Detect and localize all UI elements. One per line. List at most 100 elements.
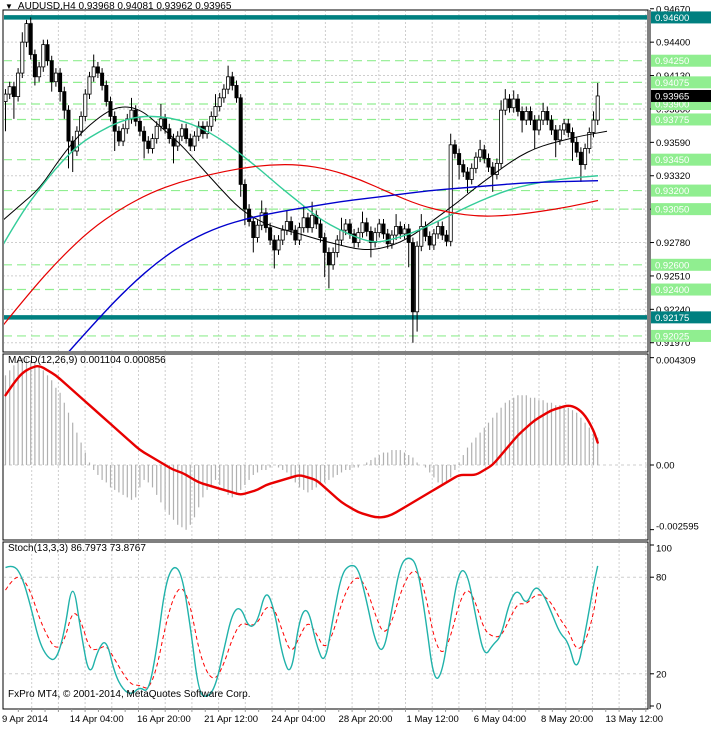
candle-body [276, 239, 281, 251]
teal-level-badge [651, 11, 711, 24]
green-level-badge [651, 153, 711, 166]
candle-body [209, 115, 214, 127]
candle-body [452, 144, 457, 154]
candle-body [444, 234, 449, 242]
candle-body [486, 158, 491, 168]
candle-body [104, 85, 109, 102]
candle-body [440, 226, 445, 236]
time-axis-label: 16 Apr 20:00 [137, 714, 191, 725]
stoch-scale-label: 80 [656, 573, 667, 584]
candle-body [280, 229, 285, 241]
green-level-badge-text: 0.92025 [655, 331, 689, 342]
candle-body [268, 227, 273, 241]
stoch-area[interactable] [3, 542, 648, 709]
candle-body [184, 128, 189, 140]
price-tick-label: 0.93590 [656, 138, 690, 149]
main-chart-area[interactable] [3, 10, 648, 352]
price-tick-label: 0.91970 [656, 338, 690, 349]
candle-body [24, 23, 29, 43]
candle-body [305, 217, 310, 229]
price-tick-label: 0.92780 [656, 238, 690, 249]
candle-body [377, 223, 382, 234]
candle-body [532, 119, 537, 131]
time-scale[interactable] [3, 709, 648, 729]
candle-body [515, 98, 520, 112]
candle-body [431, 233, 436, 246]
candle-body [595, 95, 600, 121]
green-level-badge [651, 283, 711, 296]
candle-body [352, 233, 357, 243]
time-axis-label: 24 Apr 04:00 [271, 714, 325, 725]
candle-body [263, 212, 268, 229]
green-level-badge-text: 0.92600 [655, 260, 689, 271]
time-axis-label: 28 Apr 20:00 [339, 714, 393, 725]
candle-body [133, 109, 138, 122]
green-level-badge-text: 0.93775 [655, 115, 689, 126]
time-axis-label: 1 May 12:00 [407, 714, 459, 725]
chevron-down-icon[interactable]: ▼ [5, 1, 13, 11]
candle-body [448, 144, 453, 242]
candle-body [461, 164, 466, 173]
candle-body [221, 88, 226, 99]
candle-body [578, 151, 583, 166]
candle-body [28, 23, 33, 55]
time-axis-label: 6 May 04:00 [474, 714, 526, 725]
macd-scale-min: -0.002595 [656, 522, 699, 533]
stoch-k-line [5, 557, 599, 697]
candle-body [457, 153, 462, 166]
stoch-indicator-label: Stoch(13,3,3) 86.7973 73.8767 [8, 543, 146, 554]
macd-scale-zero: 0.00 [656, 461, 675, 472]
candle-body [591, 119, 596, 133]
green-level-badge-text: 0.93450 [655, 155, 689, 166]
moving-average-red [4, 164, 599, 326]
candle-body [272, 239, 277, 251]
candle-body [574, 141, 579, 153]
green-level-badge [651, 184, 711, 197]
candle-body [583, 148, 588, 166]
candle-body [226, 76, 231, 90]
symbol-ohlc-label: AUDUSD,H4 0.93968 0.94081 0.93962 0.9396… [17, 1, 232, 12]
candle-body [150, 138, 155, 149]
candle-body [154, 125, 159, 140]
candle-body [545, 111, 550, 121]
candle-body [326, 252, 331, 266]
candle-body [536, 119, 541, 131]
candle-body [87, 76, 92, 95]
candle-body [587, 132, 592, 149]
candle-body [62, 91, 67, 111]
candle-body [37, 66, 42, 78]
candle-body [385, 233, 390, 245]
moving-average-black [4, 106, 608, 251]
candle-body [146, 140, 151, 149]
candle-body [53, 72, 58, 83]
green-level-badge [651, 258, 711, 271]
candle-body [503, 98, 508, 111]
candle-body [196, 125, 201, 137]
candle-body [49, 60, 54, 83]
candle-body [95, 66, 100, 74]
candle-body [381, 223, 386, 235]
green-level-badge-text: 0.94250 [655, 56, 689, 67]
candle-body [507, 98, 512, 109]
green-level-badge-text: 0.93200 [655, 186, 689, 197]
candle-body [541, 111, 546, 121]
candle-body [11, 86, 16, 97]
candle-body [364, 222, 369, 232]
stoch-scale-label: 20 [656, 669, 667, 680]
panel-border [2, 541, 649, 710]
candle-body [213, 106, 218, 117]
candle-body [368, 231, 373, 243]
macd-area[interactable] [3, 354, 648, 540]
candle-body [318, 223, 323, 238]
candle-body [100, 72, 105, 86]
green-level-badge [651, 54, 711, 67]
candle-body [343, 223, 348, 231]
green-level-badge-text: 0.93900 [655, 100, 689, 111]
price-tick-label: 0.94670 [656, 4, 690, 15]
green-level-badge [651, 203, 711, 216]
candle-body [482, 149, 487, 159]
price-scale[interactable] [650, 10, 716, 709]
candle-body [549, 119, 554, 131]
green-level-badge [651, 76, 711, 89]
